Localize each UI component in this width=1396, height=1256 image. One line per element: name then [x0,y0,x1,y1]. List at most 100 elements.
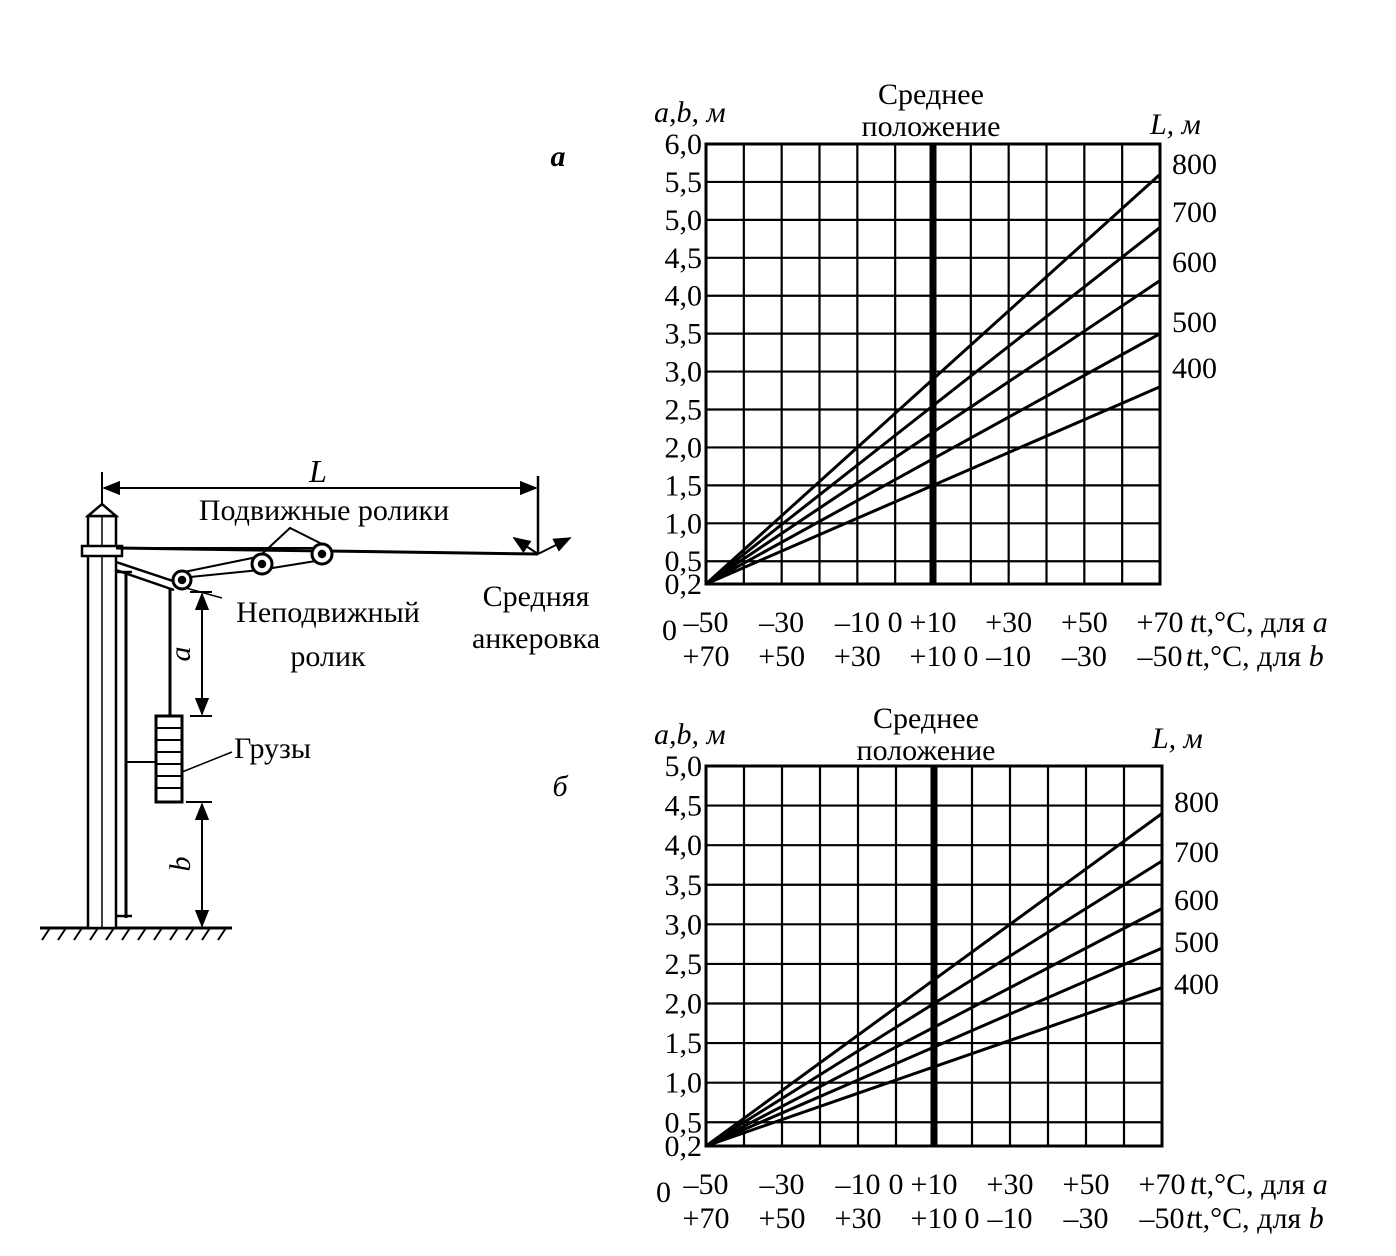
distance-a-label: a [164,647,197,662]
chart-b-series-label-400: 400 [1174,968,1219,1001]
chart-b-series-line-400 [705,986,1163,1148]
chart-b-plot: 800 700 600 500 400 [705,766,1219,1148]
chart-b-y-tick-label: 1,5 [665,1027,703,1060]
chart-a-y-tick-label: 6,0 [665,128,703,161]
dimension-a [190,591,212,717]
chart-a-y-tick-label: 3,0 [665,356,703,389]
chart-b-x-tick-label-b: +50 [759,1202,806,1235]
distance-b-label: b [164,857,197,872]
chart-b-x-tick-label-b: +10 [911,1202,958,1235]
chart-b-series-label-800: 800 [1174,786,1219,819]
chart-b-x-tick-label-b: 0 [965,1202,980,1235]
chart-a-y-tick-label: 1,0 [665,507,703,540]
chart-b-xlabel-b: tt,°C, для b [1186,1202,1324,1235]
chart-a-x-tick-label-a: +70 [1137,606,1184,639]
dimension-L [101,472,540,554]
chart-b-series-line-600 [705,907,1163,1148]
chart-a-y-tick-label: 4,0 [665,280,703,313]
chart-a-series-line-600 [705,279,1161,586]
chart-b-y-tick-label: 0,2 [665,1130,703,1163]
chart-a-series-line-700 [705,226,1161,586]
chart-b-xlabel-a-var: a [1313,1168,1328,1201]
chart-a-panel-label: a [551,140,566,173]
chart-b-ylabel: a,b, м [654,718,726,751]
chart-b-title-line1: Среднее [873,702,979,735]
chart-a-y-tick-label: 2,0 [665,431,703,464]
chart-a-y-tick-label: 0,2 [665,568,703,601]
chart-b-x-tick-label-a: +10 [911,1168,958,1201]
chart-b-series-line-500 [705,946,1163,1148]
length-label: L [308,453,327,489]
chart-b-title-line2: положение [857,734,996,767]
chart-a-series-label-600: 600 [1172,246,1217,279]
chart-b-grid: 5,04,54,03,53,02,52,01,51,00,50,2–50 –30–… [665,750,1186,1235]
chart-b-y-tick-label: 4,5 [665,790,703,823]
movable-rollers-label: Подвижные ролики [199,494,449,527]
chart-a-series-line-800 [704,173,1162,586]
chart-a-xlabel-a-var: a [1313,606,1328,639]
anchoring-schematic [40,472,572,941]
chart-a-title-line2: положение [862,110,1001,143]
chart-a-xlabel-b-var: b [1309,640,1324,673]
chart-a-grid: 6,0 5,5 5,0 4,5 4,0 3,5 3,0 2,5 2,0 1,5 1,0 0,50,2 –… [665,128,1184,673]
chart-a-x-tick-label-a: +30 [985,606,1032,639]
chart-b-origin-label: 0 [656,1176,671,1209]
chart-a-x-tick-label-b: +10 [910,640,957,673]
chart-b-x-tick-label-a: –50 [683,1168,729,1201]
chart-a-x-tick-label-b: –50 [1137,640,1183,673]
chart-b-y-tick-label: 4,0 [665,829,703,862]
chart-b-series-label-600: 600 [1174,884,1219,917]
chart-a-y-tick-label: 4,5 [665,242,703,275]
chart-b-y-tick-label: 1,0 [665,1067,703,1100]
fixed-roller-label-line2: ролик [290,640,366,673]
chart-b: б Среднее положение a,b, м L, м 0 tt,°C,… [552,702,1327,1235]
chart-b-x-tick-label-b: –10 [987,1202,1033,1235]
chart-a-y-tick-label: 3,5 [665,318,703,351]
chart-a-series-line-400 [705,385,1161,586]
chart-a-y-tick-label: 5,5 [665,166,703,199]
chart-b-x-tick-label-a: +70 [1139,1168,1186,1201]
chart-a-x-tick-label-a: –50 [683,606,729,639]
chart-a-y-tick-label: 5,0 [665,204,703,237]
chart-a-x-tick-label-a: +50 [1061,606,1108,639]
chart-a-y-tick-label: 2,5 [665,394,703,427]
dimension-b [186,801,212,928]
mid-anchor-arrows [512,537,572,555]
chart-a-x-tick-label-b: –30 [1061,640,1107,673]
chart-b-xlabel-b-var: b [1309,1202,1324,1235]
chart-a-x-tick-label-a: 0 [888,606,903,639]
chart-a-y-tick-label: 0,5 [665,545,703,578]
chart-a-xlabel-b: tt,°C, для b [1186,640,1324,673]
chart-b-x-tick-label-b: +70 [683,1202,730,1235]
chart-b-x-tick-label-a: –30 [759,1168,805,1201]
chart-b-x-tick-label-a: +30 [987,1168,1034,1201]
chart-b-series-line-700 [705,859,1163,1148]
chart-b-y-tick-label: 2,0 [665,988,703,1021]
chart-a-title-line1: Среднее [878,78,984,111]
fixed-roller-label-line1: Неподвижный [236,596,420,629]
ground-line [40,926,232,941]
chart-b-x-tick-label-a: +50 [1063,1168,1110,1201]
roller-bracket [115,560,177,592]
chart-a-xlabel-a: tt,°C, для a [1190,606,1328,639]
chart-b-x-tick-label-b: +30 [835,1202,882,1235]
chart-a-origin-label: 0 [662,614,677,647]
chart-a-series-label-500: 500 [1172,306,1217,339]
chart-a-x-tick-label-b: +30 [834,640,881,673]
chart-a-series-line-500 [705,332,1161,586]
chart-a-series-label-400: 400 [1172,352,1217,385]
chart-a: a Среднее положение a,b, м L, м 0 tt,°C,… [551,78,1328,673]
chart-b-xlabel-a: tt,°C, для a [1190,1168,1328,1201]
chart-a-x-tick-label-a: –10 [834,606,880,639]
chart-a-series-label-800: 800 [1172,148,1217,181]
weights-stack [154,714,184,804]
chart-a-x-tick-label-b: 0 [963,640,978,673]
chart-b-series-header: L, м [1151,722,1203,755]
chart-b-series-label-500: 500 [1174,926,1219,959]
chart-b-x-tick-label-a: –10 [835,1168,881,1201]
chart-a-x-tick-label-b: –10 [985,640,1031,673]
chart-b-x-tick-label-b: –30 [1063,1202,1109,1235]
chart-b-y-tick-label: 2,5 [665,948,703,981]
chart-b-y-tick-label: 3,5 [665,869,703,902]
